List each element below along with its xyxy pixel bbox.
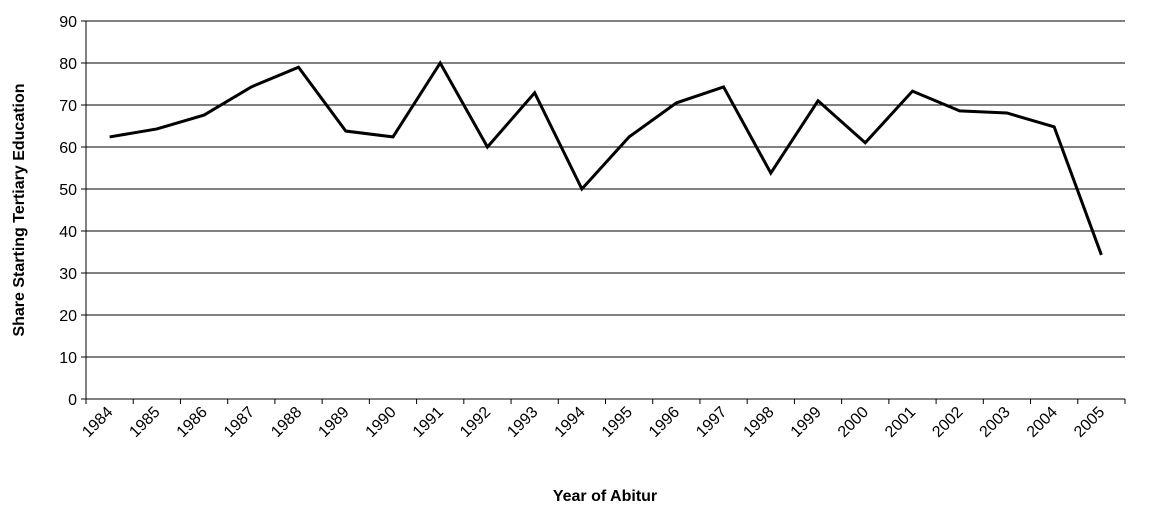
x-tick-label: 1991 — [410, 404, 447, 441]
x-tick-label: 1996 — [646, 404, 683, 441]
x-tick-label: 2004 — [1024, 404, 1061, 441]
x-tick-label: 1984 — [79, 404, 116, 441]
x-tick-label: 1988 — [268, 404, 305, 441]
y-axis-title: Share Starting Tertiary Education — [11, 83, 28, 336]
y-tick-label: 70 — [59, 98, 77, 115]
x-tick-label: 1989 — [315, 404, 352, 441]
x-tick-label: 2000 — [835, 404, 872, 441]
x-tick-label: 2001 — [882, 404, 919, 441]
x-tick-label: 1993 — [504, 404, 541, 441]
x-tick-label: 1985 — [126, 404, 163, 441]
x-tick-label: 1997 — [693, 404, 730, 441]
x-tick-label: 2003 — [977, 404, 1014, 441]
y-tick-label: 90 — [59, 14, 77, 31]
y-tick-label: 10 — [59, 350, 77, 367]
y-tick-label: 0 — [68, 392, 77, 409]
x-tick-label: 1987 — [221, 404, 258, 441]
line-series — [109, 60, 1103, 256]
x-tick-label: 1999 — [788, 404, 825, 441]
y-tick-label: 80 — [59, 56, 77, 73]
x-axis-title: Year of Abitur — [553, 488, 657, 505]
y-tick-label: 40 — [59, 224, 77, 241]
x-tick-label: 1990 — [363, 404, 400, 441]
y-tick-label: 30 — [59, 266, 77, 283]
x-tick-label: 1992 — [457, 404, 494, 441]
x-tick-label: 2005 — [1071, 404, 1108, 441]
x-tick-label: 2002 — [929, 404, 966, 441]
x-tick-label: 1998 — [740, 404, 777, 441]
x-tick-label: 1986 — [174, 404, 211, 441]
y-tick-label: 60 — [59, 140, 77, 157]
x-tick-label: 1995 — [599, 404, 636, 441]
x-tick-label: 1994 — [552, 404, 589, 441]
y-tick-label: 20 — [59, 308, 77, 325]
y-tick-label: 50 — [59, 182, 77, 199]
